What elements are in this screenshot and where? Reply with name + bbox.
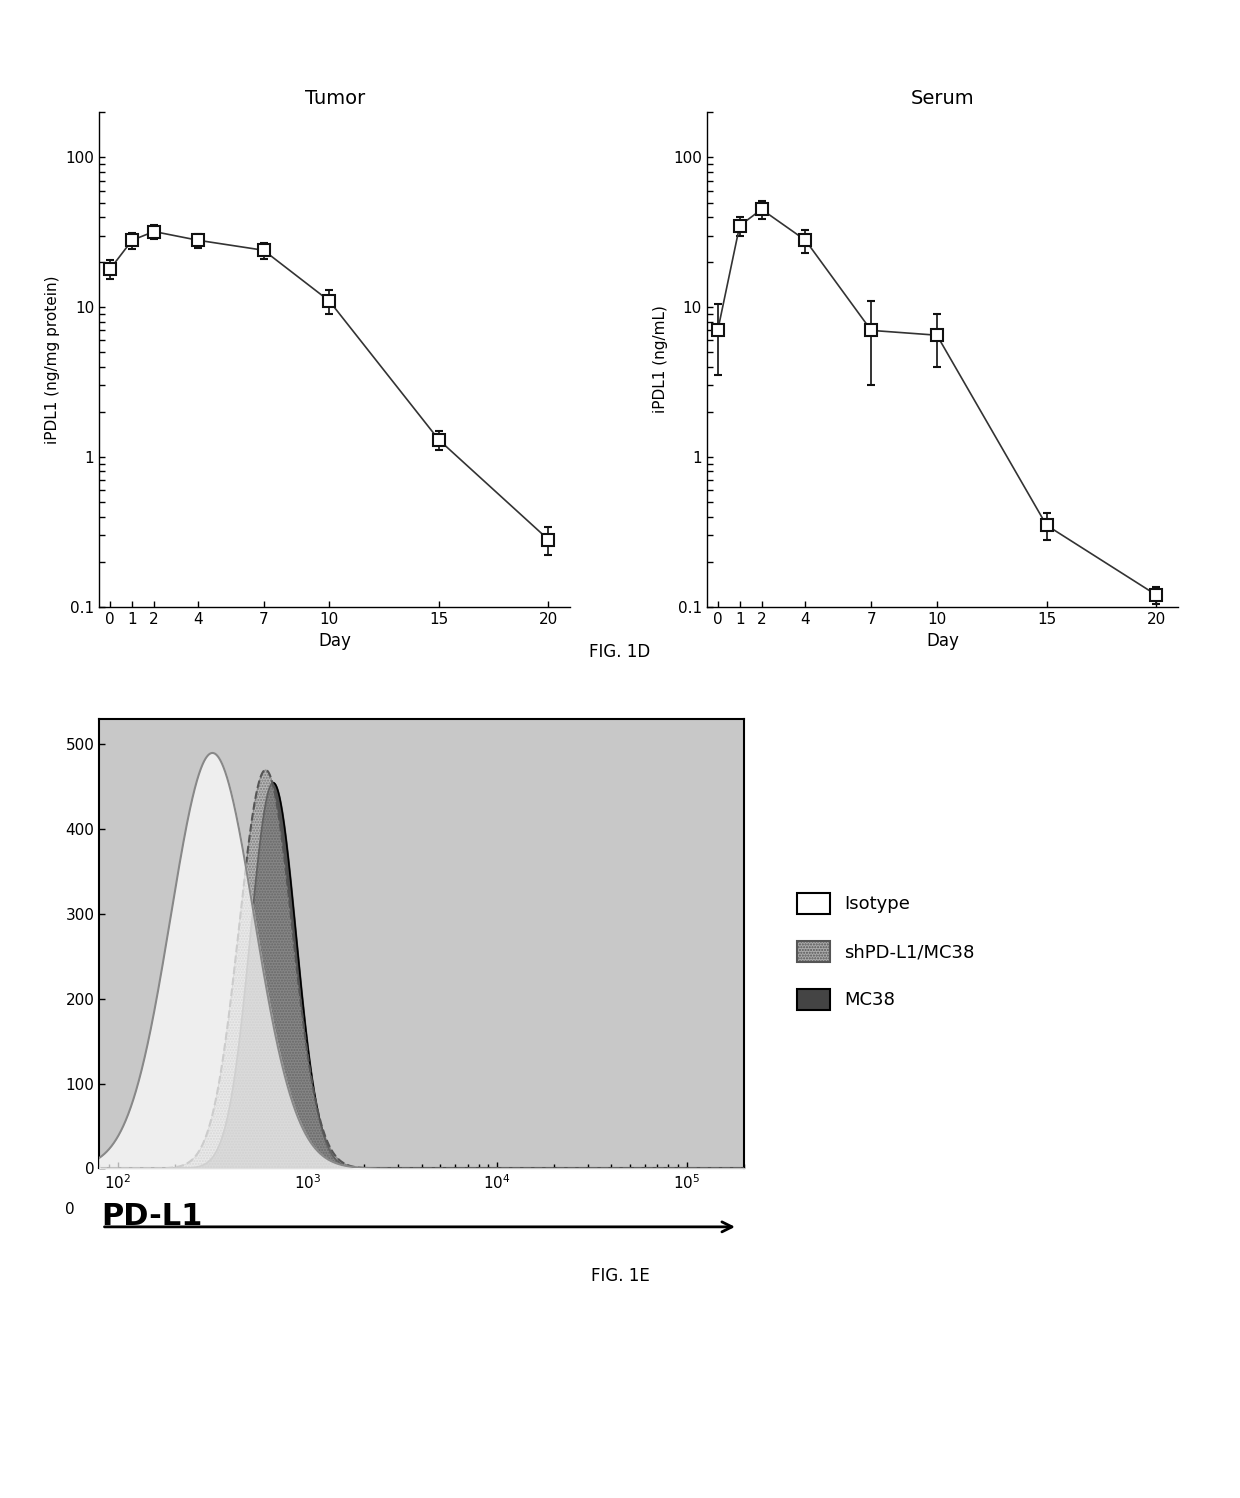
- Y-axis label: iPDL1 (ng/mg protein): iPDL1 (ng/mg protein): [45, 276, 60, 443]
- Text: 0: 0: [66, 1201, 74, 1218]
- Legend: Isotype, shPD-L1/MC38, MC38: Isotype, shPD-L1/MC38, MC38: [790, 885, 982, 1017]
- X-axis label: Day: Day: [319, 632, 351, 650]
- Title: Tumor: Tumor: [305, 88, 365, 108]
- Y-axis label: iPDL1 (ng/mL): iPDL1 (ng/mL): [652, 306, 667, 413]
- Text: PD-L1: PD-L1: [102, 1201, 203, 1231]
- Text: FIG. 1E: FIG. 1E: [590, 1267, 650, 1285]
- Text: FIG. 1D: FIG. 1D: [589, 643, 651, 661]
- Title: Serum: Serum: [910, 88, 975, 108]
- X-axis label: Day: Day: [926, 632, 959, 650]
